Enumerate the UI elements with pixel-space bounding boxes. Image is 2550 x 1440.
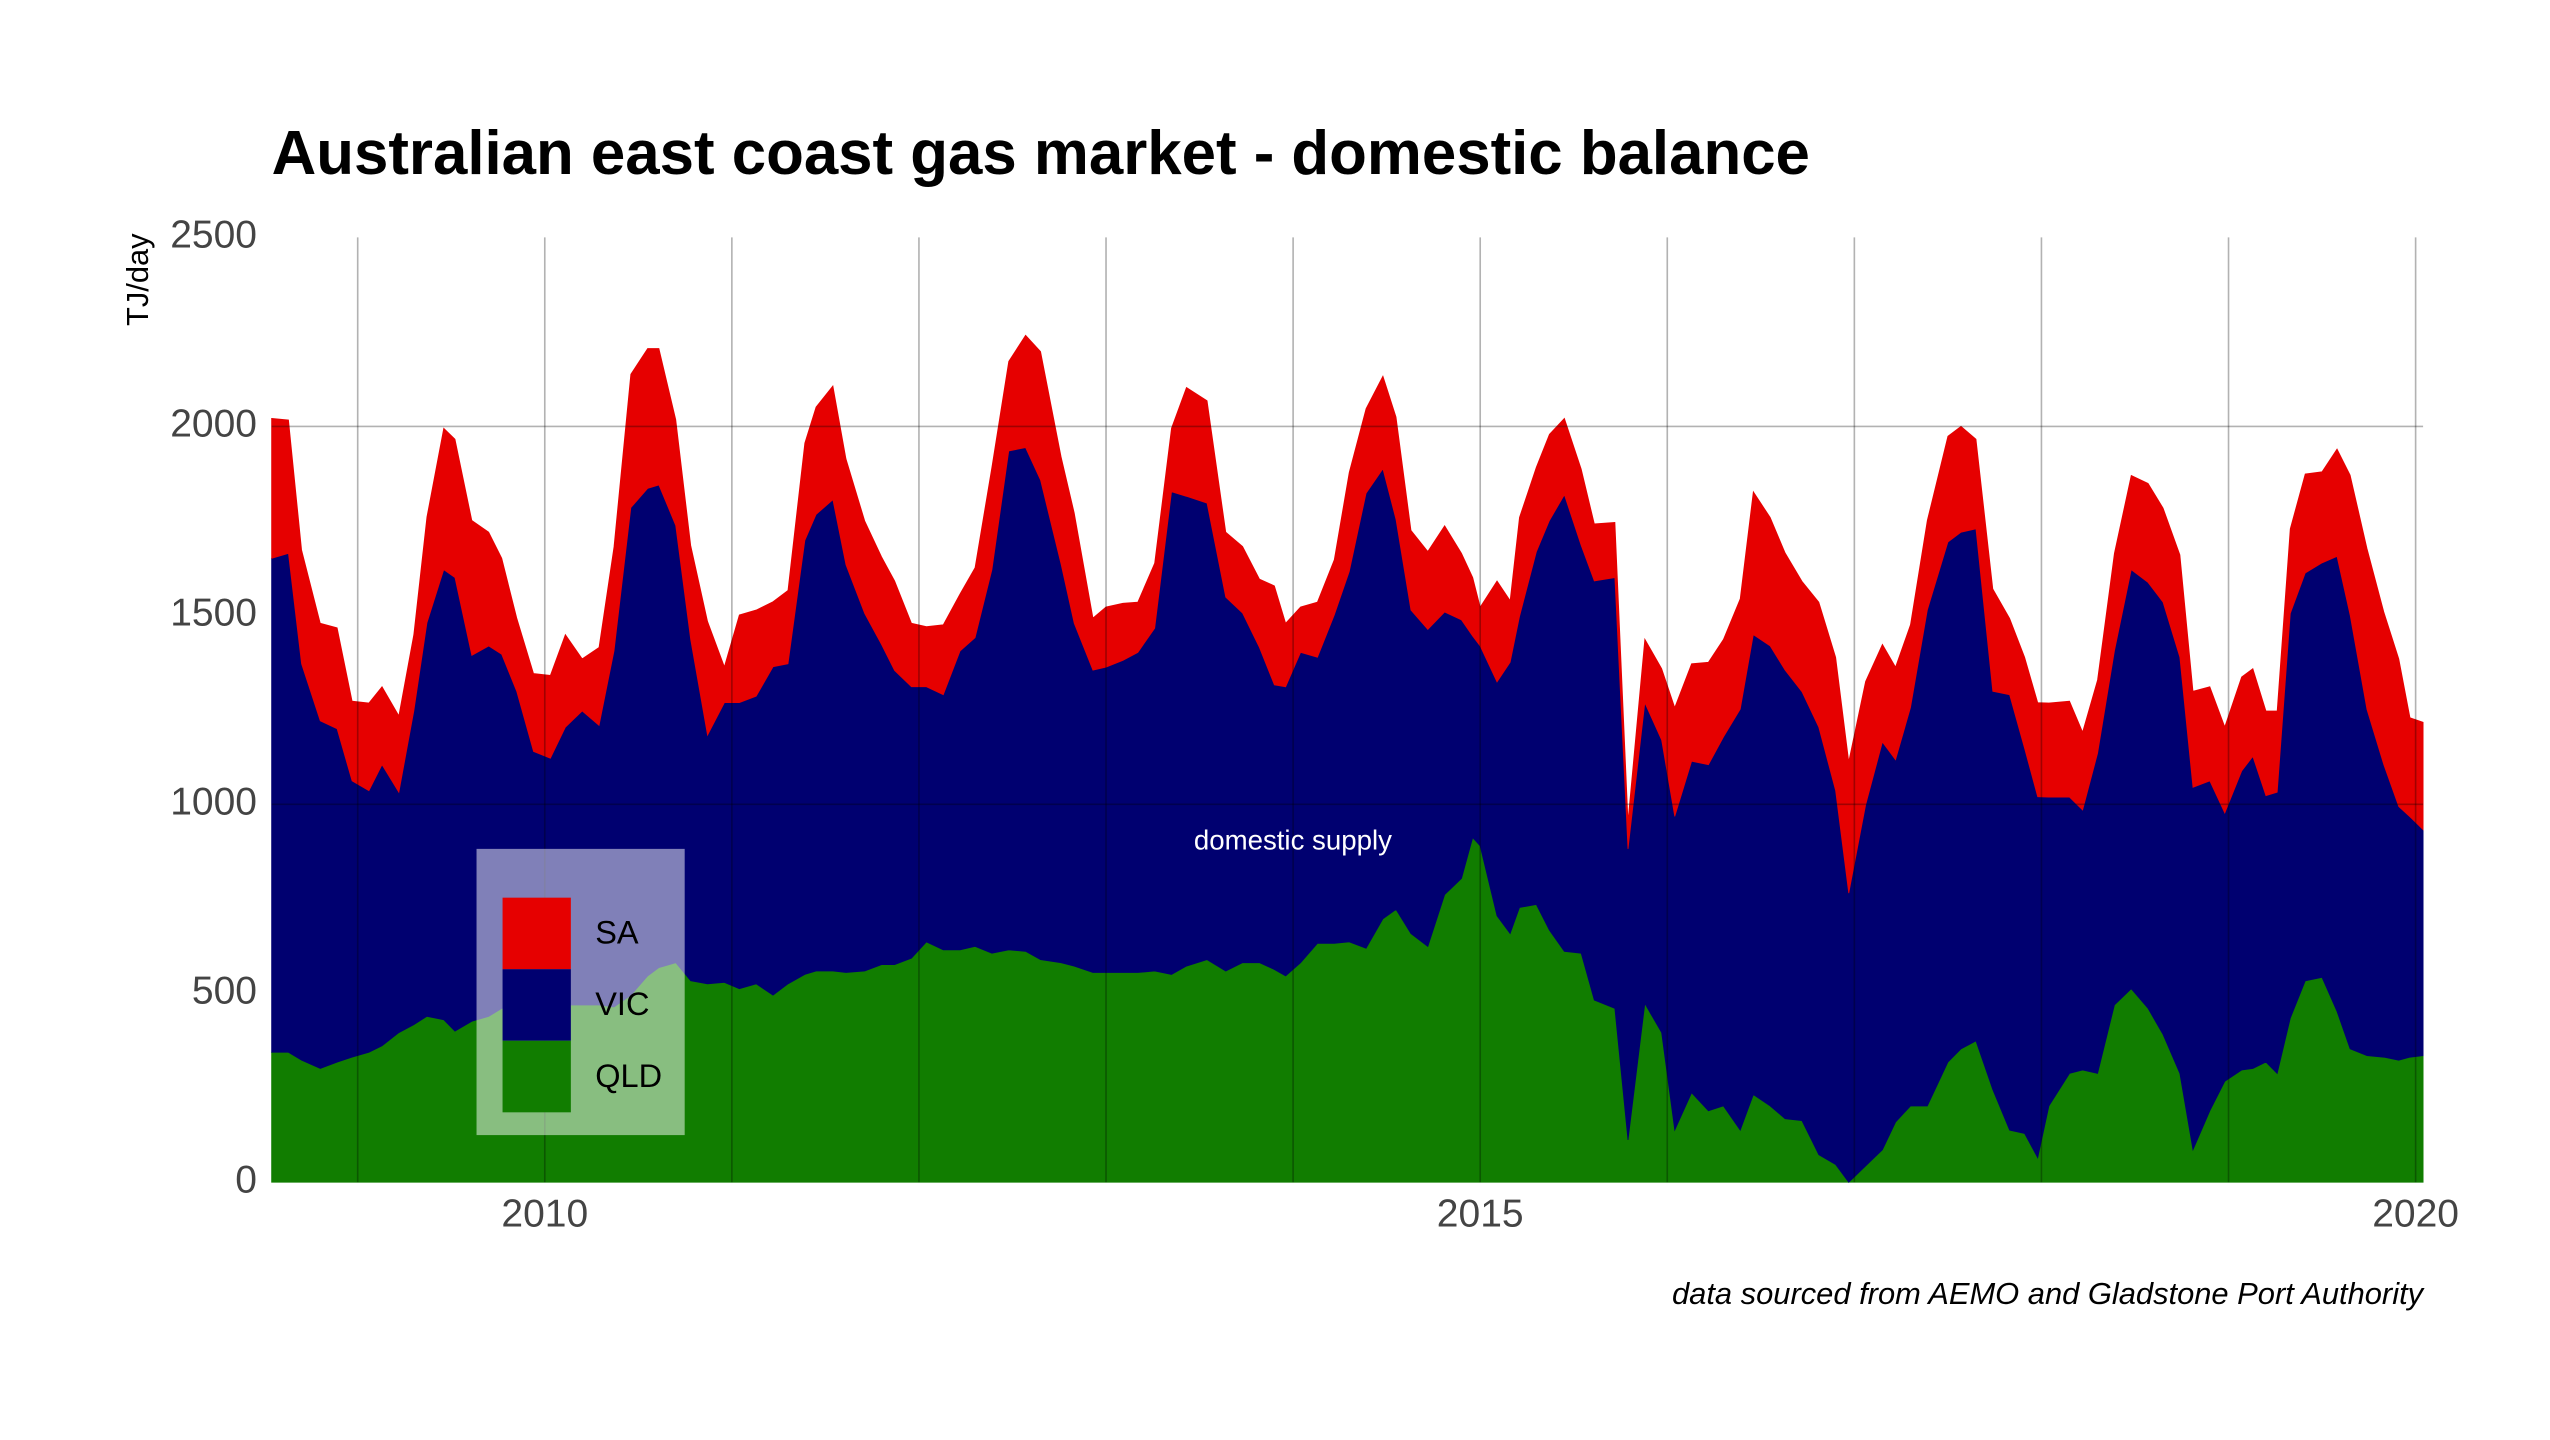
x-tick-label: 2020 bbox=[2372, 1193, 2459, 1236]
y-tick-label: 1000 bbox=[170, 781, 257, 824]
legend-swatch bbox=[502, 1040, 571, 1113]
legend-swatch bbox=[502, 897, 571, 970]
area-sa bbox=[271, 334, 2424, 894]
grid bbox=[271, 237, 2424, 1183]
legend-swatch bbox=[502, 969, 571, 1041]
plot-areas bbox=[271, 334, 2424, 1183]
y-axis-label: TJ/day bbox=[120, 233, 155, 326]
annotation: domestic supply bbox=[1194, 825, 1392, 856]
y-tick-label: 0 bbox=[235, 1159, 257, 1202]
y-tick-label: 2500 bbox=[170, 214, 257, 257]
legend-label: VIC bbox=[595, 986, 649, 1022]
y-tick-label: 500 bbox=[192, 970, 257, 1013]
chart-title: Australian east coast gas market - domes… bbox=[272, 119, 1810, 188]
source-note: data sourced from AEMO and Gladstone Por… bbox=[1672, 1276, 2425, 1311]
x-tick-label: 2010 bbox=[501, 1193, 588, 1236]
legend-label: QLD bbox=[595, 1058, 662, 1094]
x-tick-label: 2015 bbox=[1437, 1193, 1524, 1236]
y-tick-label: 2000 bbox=[170, 403, 257, 446]
legend: SA VIC QLD bbox=[476, 848, 685, 1136]
legend-label: SA bbox=[595, 915, 639, 951]
y-tick-label: 1500 bbox=[170, 592, 257, 635]
